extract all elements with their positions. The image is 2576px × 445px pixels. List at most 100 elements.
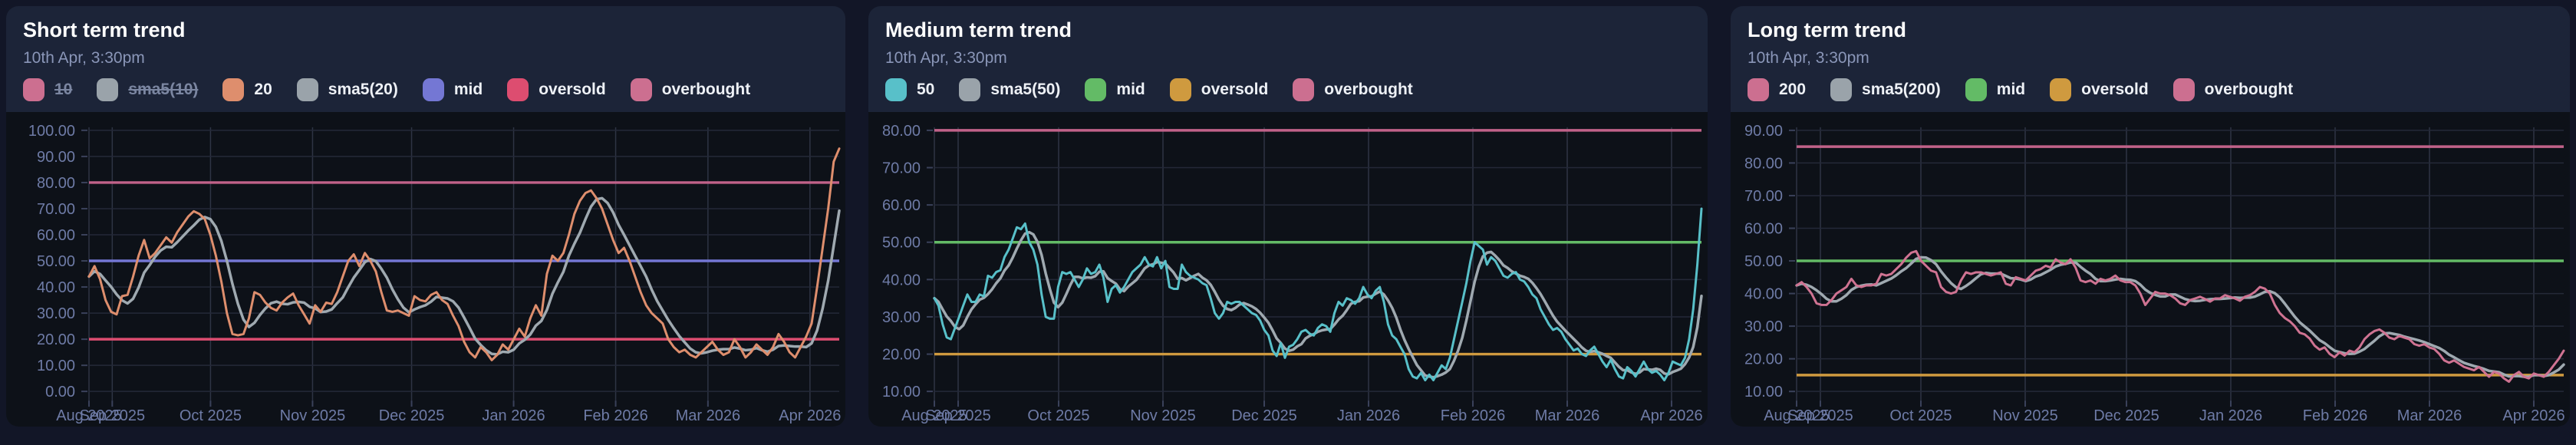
svg-text:Jan 2026: Jan 2026 bbox=[2199, 407, 2262, 424]
legend-label: 10 bbox=[54, 81, 73, 99]
svg-text:90.00: 90.00 bbox=[1744, 123, 1783, 140]
svg-text:Oct 2025: Oct 2025 bbox=[180, 407, 242, 424]
svg-text:Jan 2026: Jan 2026 bbox=[1337, 407, 1400, 424]
svg-text:80.00: 80.00 bbox=[882, 123, 921, 140]
legend-item-oversold[interactable]: oversold bbox=[1169, 78, 1269, 102]
legend-label: 20 bbox=[254, 81, 272, 99]
legend-label: overbought bbox=[1324, 81, 1413, 99]
legend-item-10[interactable]: 10 bbox=[23, 78, 73, 102]
legend-swatch bbox=[1830, 78, 1853, 102]
legend-label: sma5(20) bbox=[328, 81, 398, 99]
svg-text:Nov 2025: Nov 2025 bbox=[1992, 407, 2058, 424]
chart-canvas-long-term[interactable]: 10.00 20.00 30.00 40.00 50.00 60.00 70.00 80.00… bbox=[1731, 112, 2570, 427]
svg-text:10.00: 10.00 bbox=[1744, 384, 1783, 400]
svg-text:40.00: 40.00 bbox=[37, 279, 75, 296]
card-title: Long term trend bbox=[1748, 18, 1906, 41]
legend-swatch bbox=[97, 78, 119, 102]
legend-swatch bbox=[222, 78, 245, 102]
series-line-20 bbox=[87, 147, 841, 361]
legend-item-mid[interactable]: mid bbox=[1965, 78, 2025, 102]
legend-label: 50 bbox=[917, 81, 935, 99]
legend-label: 200 bbox=[1779, 81, 1807, 99]
svg-text:60.00: 60.00 bbox=[882, 197, 921, 214]
card-header: Short term trend 10th Apr, 3:30pm bbox=[6, 6, 845, 68]
series-line-50 bbox=[933, 207, 1703, 382]
svg-text:60.00: 60.00 bbox=[1744, 221, 1783, 238]
trend-card-short-term: Short term trend 10th Apr, 3:30pm 10 sma5… bbox=[6, 6, 845, 427]
svg-text:50.00: 50.00 bbox=[882, 235, 921, 252]
legend-item-50[interactable]: 50 bbox=[885, 78, 935, 102]
svg-text:Jan 2026: Jan 2026 bbox=[482, 407, 545, 424]
chart-canvas-short-term[interactable]: 0.00 10.00 20.00 30.00 40.00 50.00 60.00 70.00 8… bbox=[6, 112, 845, 427]
legend-item-sma5-20-[interactable]: sma5(20) bbox=[296, 78, 398, 102]
svg-text:Feb 2026: Feb 2026 bbox=[1441, 407, 1505, 424]
legend-swatch bbox=[2050, 78, 2072, 102]
legend-label: sma5(50) bbox=[990, 81, 1061, 99]
legend-item-200[interactable]: 200 bbox=[1748, 78, 1807, 102]
y-tick-labels: 0.00 10.00 20.00 30.00 40.00 50.00 60.00 70.00 8… bbox=[28, 123, 75, 400]
svg-text:100.00: 100.00 bbox=[28, 123, 75, 140]
legend-item-mid[interactable]: mid bbox=[1085, 78, 1145, 102]
legend-item-overbought[interactable]: overbought bbox=[630, 78, 751, 102]
chart-panel: 0.00 10.00 20.00 30.00 40.00 50.00 60.00 70.00 8… bbox=[6, 112, 845, 427]
svg-text:30.00: 30.00 bbox=[1744, 318, 1783, 335]
cards-row: Short term trend 10th Apr, 3:30pm 10 sma5… bbox=[6, 6, 2570, 427]
svg-text:20.00: 20.00 bbox=[37, 331, 75, 348]
svg-text:20.00: 20.00 bbox=[882, 347, 921, 364]
chart-panel: 10.00 20.00 30.00 40.00 50.00 60.00 70.00 80.00… bbox=[1731, 112, 2570, 427]
svg-text:Oct 2025: Oct 2025 bbox=[1889, 407, 1952, 424]
card-subtitle: 10th Apr, 3:30pm bbox=[885, 49, 1007, 68]
legend-label: sma5(200) bbox=[1862, 81, 1941, 99]
svg-text:80.00: 80.00 bbox=[37, 175, 75, 192]
svg-text:Sep 2025: Sep 2025 bbox=[925, 407, 991, 424]
legend-item-sma5-200-[interactable]: sma5(200) bbox=[1830, 78, 1941, 102]
svg-text:Mar 2026: Mar 2026 bbox=[2397, 407, 2462, 424]
trend-card-long-term: Long term trend 10th Apr, 3:30pm 200 sma5… bbox=[1731, 6, 2570, 427]
legend-swatch bbox=[422, 78, 444, 102]
legend-item-overbought[interactable]: overbought bbox=[2172, 78, 2293, 102]
legend-item-oversold[interactable]: oversold bbox=[2050, 78, 2149, 102]
y-tick-labels: 10.00 20.00 30.00 40.00 50.00 60.00 70.00 80.00… bbox=[1744, 123, 1783, 400]
legend-label: mid bbox=[453, 81, 483, 99]
legend-swatch bbox=[1085, 78, 1107, 102]
svg-text:40.00: 40.00 bbox=[882, 272, 921, 288]
legend-item-20[interactable]: 20 bbox=[222, 78, 272, 102]
legend-swatch bbox=[1748, 78, 1769, 102]
legend-item-sma5-10-[interactable]: sma5(10) bbox=[97, 78, 198, 102]
svg-text:Dec 2025: Dec 2025 bbox=[379, 407, 445, 424]
svg-text:Apr 2026: Apr 2026 bbox=[779, 407, 841, 424]
legend-label: mid bbox=[1116, 81, 1145, 99]
svg-text:Nov 2025: Nov 2025 bbox=[1130, 407, 1196, 424]
legend-item-oversold[interactable]: oversold bbox=[507, 78, 606, 102]
svg-text:80.00: 80.00 bbox=[1744, 155, 1783, 172]
legend-label: overbought bbox=[661, 81, 751, 99]
svg-text:Sep 2025: Sep 2025 bbox=[1787, 407, 1853, 424]
x-gridlines bbox=[88, 127, 811, 407]
legend-item-overbought[interactable]: overbought bbox=[1293, 78, 1413, 102]
series-line-sma5(50) bbox=[933, 230, 1703, 379]
svg-text:Oct 2025: Oct 2025 bbox=[1027, 407, 1089, 424]
legend-label: oversold bbox=[1201, 81, 1269, 99]
legend: 200 sma5(200) mid oversold overbought bbox=[1731, 68, 2570, 112]
legend-swatch bbox=[296, 78, 318, 102]
svg-text:Dec 2025: Dec 2025 bbox=[2093, 407, 2159, 424]
series-line-200 bbox=[1795, 249, 2565, 383]
legend-swatch bbox=[1169, 78, 1191, 102]
trend-card-medium-term: Medium term trend 10th Apr, 3:30pm 50 sma… bbox=[868, 6, 1708, 427]
svg-text:Dec 2025: Dec 2025 bbox=[1231, 407, 1297, 424]
svg-text:Nov 2025: Nov 2025 bbox=[280, 407, 346, 424]
legend-label: oversold bbox=[2081, 81, 2149, 99]
legend-item-sma5-50-[interactable]: sma5(50) bbox=[959, 78, 1061, 102]
legend-swatch bbox=[1965, 78, 1987, 102]
legend-item-mid[interactable]: mid bbox=[422, 78, 483, 102]
legend: 50 sma5(50) mid oversold overbought bbox=[868, 68, 1708, 112]
legend-swatch bbox=[885, 78, 907, 102]
svg-text:70.00: 70.00 bbox=[882, 160, 921, 177]
chart-canvas-medium-term[interactable]: 10.00 20.00 30.00 40.00 50.00 60.00 70.00 80.00… bbox=[868, 112, 1708, 427]
svg-text:70.00: 70.00 bbox=[37, 201, 75, 218]
card-header: Medium term trend 10th Apr, 3:30pm bbox=[868, 6, 1708, 68]
svg-text:10.00: 10.00 bbox=[37, 358, 75, 374]
legend-swatch bbox=[23, 78, 44, 102]
